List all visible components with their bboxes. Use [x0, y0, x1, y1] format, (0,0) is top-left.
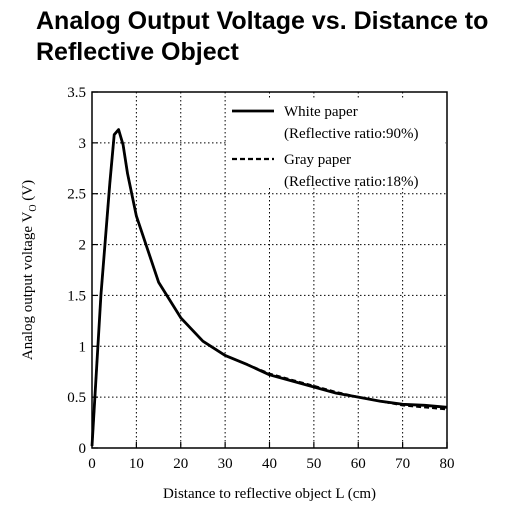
- y-tick-label: 0: [79, 441, 87, 457]
- legend-background: [228, 98, 445, 186]
- y-tick-label: 2.5: [67, 187, 86, 203]
- chart-title: Analog Output Voltage vs. Distance to Re…: [36, 6, 526, 68]
- legend-entry-label: Gray paper: [284, 152, 351, 168]
- y-axis-label-subscript: O: [28, 204, 39, 211]
- y-tick-label: 1: [79, 339, 87, 355]
- legend-entry-sublabel: (Reflective ratio:18%): [284, 174, 419, 190]
- series-white-paper-line: [90, 128, 448, 447]
- x-tick-label: 30: [218, 456, 233, 472]
- legend-entry-label: White paper: [284, 104, 358, 120]
- y-tick-label: 3.5: [67, 85, 86, 101]
- y-tick-label: 0.5: [67, 390, 86, 406]
- y-tick-label: 1.5: [67, 288, 86, 304]
- series-group: [90, 128, 448, 447]
- chart-title-line-1: Analog Output Voltage vs. Distance to: [36, 7, 489, 35]
- legend-entry-sublabel: (Reflective ratio:90%): [284, 126, 419, 142]
- x-tick-label: 50: [306, 456, 321, 472]
- x-tick-label: 10: [129, 456, 144, 472]
- x-axis-label: Distance to reflective object L (cm): [163, 486, 376, 502]
- y-axis-label-main: Analog output voltage V: [20, 212, 36, 361]
- axis-ticks: 0 10 20 30 40 50 60 70 80 0 0.5 1 1.5 2 2.5 3 3.5: [67, 85, 454, 472]
- x-tick-label: 0: [88, 456, 96, 472]
- x-tick-label: 80: [440, 456, 455, 472]
- y-axis-label-unit: (V): [20, 180, 36, 205]
- x-tick-label: 70: [395, 456, 410, 472]
- x-tick-label: 60: [351, 456, 366, 472]
- x-tick-label: 40: [262, 456, 277, 472]
- x-tick-label: 20: [173, 456, 188, 472]
- y-axis-label: Analog output voltage VO (V): [20, 180, 39, 360]
- chart-title-line-2: Reflective Object: [36, 38, 239, 66]
- y-tick-label: 3: [79, 136, 87, 152]
- y-tick-label: 2: [79, 238, 87, 254]
- legend: White paper (Reflective ratio:90%) Gray pa…: [232, 104, 419, 190]
